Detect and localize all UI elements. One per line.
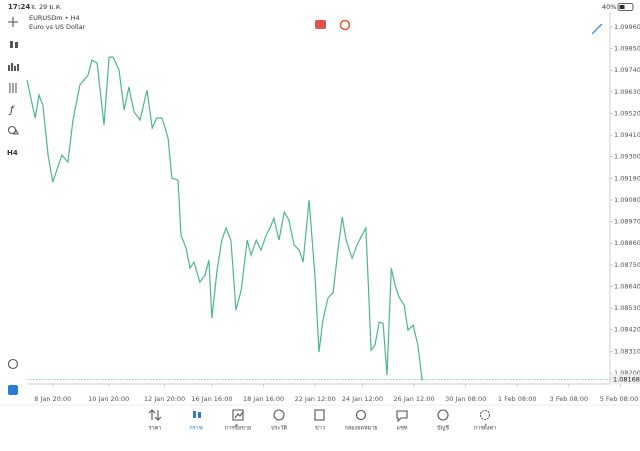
status-date: จ. 29 ม.ค. (31, 3, 62, 11)
x-tick-label: 8 Jan 20:00 (34, 395, 71, 403)
function-tool[interactable]: ƒ (8, 105, 15, 116)
chart-title: EURUSDm • H4 (29, 14, 80, 22)
nav-icon (396, 410, 408, 423)
y-tick-label: 1.08530 (614, 304, 640, 312)
y-tick-label: 1.08970 (614, 218, 640, 226)
nav-icon (232, 409, 244, 421)
nav-icon (148, 409, 162, 421)
y-tick-label: 1.08200 (614, 369, 640, 377)
y-tick-label: 1.08860 (614, 239, 640, 247)
timeframe-button[interactable]: H4 (7, 149, 18, 157)
plot (26, 56, 423, 381)
x-tick-label: 26 Jan 12:00 (393, 395, 434, 403)
y-tick-label: 1.08310 (614, 347, 640, 355)
y-tick-label: 1.09300 (614, 153, 640, 161)
left-toolbar: ƒ H4 (7, 17, 19, 395)
indicator-button[interactable] (339, 19, 351, 31)
current-price-label: 1.08168 (613, 375, 640, 383)
y-tick-label: 1.08750 (614, 261, 640, 269)
nav-icon (479, 409, 491, 421)
y-tick-label: 1.09630 (614, 88, 640, 96)
nav-label[interactable]: ข่าว (315, 426, 325, 432)
y-tick-label: 1.08640 (614, 282, 640, 290)
chart-subtitle: Euro vs US Dollar (29, 23, 86, 31)
nav-icon (193, 411, 201, 418)
volume-tool[interactable] (8, 63, 19, 71)
nav-icon (355, 409, 367, 421)
broker-icon[interactable] (8, 385, 18, 395)
y-tick-label: 1.09080 (614, 196, 640, 204)
x-tick-label: 5 Feb 08:00 (600, 395, 639, 403)
indicators-tool[interactable] (9, 83, 17, 93)
y-tick-label: 1.09960 (614, 23, 640, 31)
nav-label[interactable]: การซื้อขาย (225, 424, 251, 432)
nav-icon (314, 409, 325, 421)
x-tick-label: 12 Jan 20:00 (144, 395, 185, 403)
current-price-box (611, 374, 640, 385)
status-battery: 40% (602, 3, 616, 11)
y-tick-label: 1.09190 (614, 174, 640, 182)
battery-icon (617, 3, 634, 11)
y-tick-label: 1.09850 (614, 45, 640, 53)
battery-level (619, 5, 625, 9)
nav-label[interactable]: ราคา (149, 426, 162, 432)
nav-icon (273, 409, 285, 421)
y-tick-label: 1.09520 (614, 109, 640, 117)
price-line (26, 56, 423, 381)
candle-tool[interactable] (10, 41, 18, 48)
x-tick-label: 3 Feb 08:00 (550, 395, 589, 403)
y-tick-label: 1.09740 (614, 66, 640, 74)
y-tick-label: 1.09410 (614, 131, 640, 139)
nav-icon (437, 409, 449, 421)
nav-icons (148, 409, 491, 423)
status-time: 17:24 (8, 3, 30, 11)
x-tick-label: 10 Jan 20:00 (88, 395, 129, 403)
crosshair-tool[interactable] (8, 17, 18, 27)
y-tick-label: 1.08420 (614, 326, 640, 334)
signals-tool[interactable] (7, 358, 19, 370)
nav-label[interactable]: แชท (397, 425, 408, 432)
x-tick-label: 16 Jan 16:00 (191, 395, 232, 403)
trade-button[interactable] (315, 20, 326, 29)
draw-button[interactable] (591, 23, 603, 35)
objects-tool[interactable] (7, 125, 19, 135)
x-tick-label: 1 Feb 08:00 (498, 395, 537, 403)
nav-label[interactable]: กราฟ (189, 425, 202, 432)
nav-label[interactable]: การตั้งค่า (474, 424, 496, 432)
x-tick-label: 22 Jan 12:00 (295, 395, 336, 403)
x-tick-label: 24 Jan 12:00 (342, 395, 383, 403)
nav-label[interactable]: กล่องจดหมาย (344, 426, 377, 432)
nav-label[interactable]: บัญชี (437, 425, 449, 432)
x-tick-label: 18 Jan 16:00 (243, 395, 284, 403)
nav-label[interactable]: ประวัติ (271, 425, 287, 432)
x-tick-label: 30 Jan 08:00 (445, 395, 486, 403)
